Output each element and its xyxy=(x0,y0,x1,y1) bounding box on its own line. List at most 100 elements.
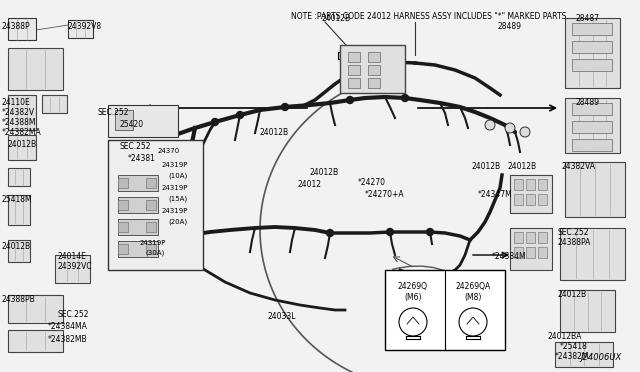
Bar xyxy=(538,232,547,243)
Bar xyxy=(115,110,133,130)
Bar xyxy=(118,222,128,232)
Bar xyxy=(514,247,523,258)
Text: 24269Q: 24269Q xyxy=(398,282,428,291)
Text: 24388PB: 24388PB xyxy=(2,295,36,304)
Bar xyxy=(118,244,128,254)
Bar xyxy=(348,78,360,88)
Text: *24388M: *24388M xyxy=(2,118,36,127)
Text: 24110E: 24110E xyxy=(2,98,31,107)
Bar xyxy=(368,65,380,75)
Text: *24381: *24381 xyxy=(128,154,156,163)
Bar xyxy=(572,23,612,35)
Bar xyxy=(565,98,620,153)
Bar xyxy=(538,247,547,258)
Bar xyxy=(108,105,178,137)
Bar xyxy=(526,232,535,243)
Text: 24012B: 24012B xyxy=(310,168,339,177)
Text: 24269QA: 24269QA xyxy=(456,282,491,291)
Bar xyxy=(565,162,625,217)
Text: 24388P: 24388P xyxy=(2,22,31,31)
Bar xyxy=(348,65,360,75)
Bar xyxy=(55,255,90,283)
Text: 24012: 24012 xyxy=(298,180,322,189)
Bar xyxy=(565,18,620,88)
Text: 24012B: 24012B xyxy=(472,162,501,171)
Bar xyxy=(338,51,348,58)
Bar xyxy=(8,195,30,225)
Text: 28487: 28487 xyxy=(575,14,599,23)
Bar xyxy=(8,330,63,352)
Text: 24012B: 24012B xyxy=(508,162,537,171)
Bar xyxy=(514,232,523,243)
Text: SEC.252: SEC.252 xyxy=(98,108,129,117)
Text: (30A): (30A) xyxy=(145,250,164,257)
Bar xyxy=(118,219,158,235)
Bar xyxy=(340,45,405,93)
Bar xyxy=(362,58,372,65)
Text: (20A): (20A) xyxy=(168,218,187,224)
Bar xyxy=(368,52,380,62)
Text: *24347M: *24347M xyxy=(478,190,513,199)
Bar xyxy=(108,140,203,270)
Text: 24392VC: 24392VC xyxy=(58,262,93,271)
Text: (M6): (M6) xyxy=(404,293,422,302)
Bar xyxy=(8,295,63,323)
Bar xyxy=(526,179,535,190)
Text: *24270: *24270 xyxy=(358,178,386,187)
Circle shape xyxy=(520,127,530,137)
Bar xyxy=(8,48,63,90)
Bar xyxy=(572,59,612,71)
Text: 24033L: 24033L xyxy=(268,312,296,321)
Text: 24012B: 24012B xyxy=(322,14,351,23)
Text: SEC.252: SEC.252 xyxy=(58,310,90,319)
Text: SEC.252: SEC.252 xyxy=(120,142,152,151)
Text: 24012BA: 24012BA xyxy=(548,332,582,341)
Text: *24382M: *24382M xyxy=(555,352,589,361)
Text: 24319P: 24319P xyxy=(162,185,188,191)
Text: (10A): (10A) xyxy=(168,172,188,179)
Text: J24006UX: J24006UX xyxy=(580,353,622,362)
Bar xyxy=(146,200,156,210)
Text: 24370: 24370 xyxy=(158,148,180,154)
Text: 24388PA: 24388PA xyxy=(558,238,591,247)
Circle shape xyxy=(237,112,243,119)
Text: *24270+A: *24270+A xyxy=(365,190,404,199)
Text: (15A): (15A) xyxy=(168,195,187,202)
Text: 24012B: 24012B xyxy=(260,128,289,137)
Bar xyxy=(118,241,158,257)
Bar xyxy=(8,95,36,130)
Circle shape xyxy=(346,96,353,103)
Bar xyxy=(538,179,547,190)
Circle shape xyxy=(282,103,289,110)
Bar xyxy=(572,139,612,151)
Bar xyxy=(572,41,612,53)
Text: 24319P: 24319P xyxy=(162,162,188,168)
Text: SEC.252: SEC.252 xyxy=(558,228,589,237)
Text: 28489: 28489 xyxy=(575,98,599,107)
Bar xyxy=(385,270,505,350)
Bar xyxy=(42,95,67,113)
Bar xyxy=(8,240,30,262)
Text: 25418M: 25418M xyxy=(2,195,33,204)
Bar xyxy=(514,179,523,190)
Text: 24012B: 24012B xyxy=(2,242,31,251)
Text: 24319P: 24319P xyxy=(162,208,188,214)
Circle shape xyxy=(485,120,495,130)
Text: 28489: 28489 xyxy=(498,22,522,31)
Bar xyxy=(560,228,625,280)
Bar xyxy=(118,197,158,213)
Text: 24012B: 24012B xyxy=(8,140,37,149)
Bar xyxy=(555,342,613,367)
Bar xyxy=(118,175,158,191)
Text: (M8): (M8) xyxy=(464,293,482,302)
Bar xyxy=(118,178,128,188)
Bar xyxy=(572,121,612,133)
Bar xyxy=(510,175,552,213)
Text: *24382MA: *24382MA xyxy=(2,128,42,137)
Text: *24382MB: *24382MB xyxy=(48,335,88,344)
Bar xyxy=(368,78,380,88)
Bar xyxy=(352,55,362,61)
Circle shape xyxy=(399,308,427,336)
Circle shape xyxy=(426,228,433,235)
Text: *24382V: *24382V xyxy=(2,108,35,117)
